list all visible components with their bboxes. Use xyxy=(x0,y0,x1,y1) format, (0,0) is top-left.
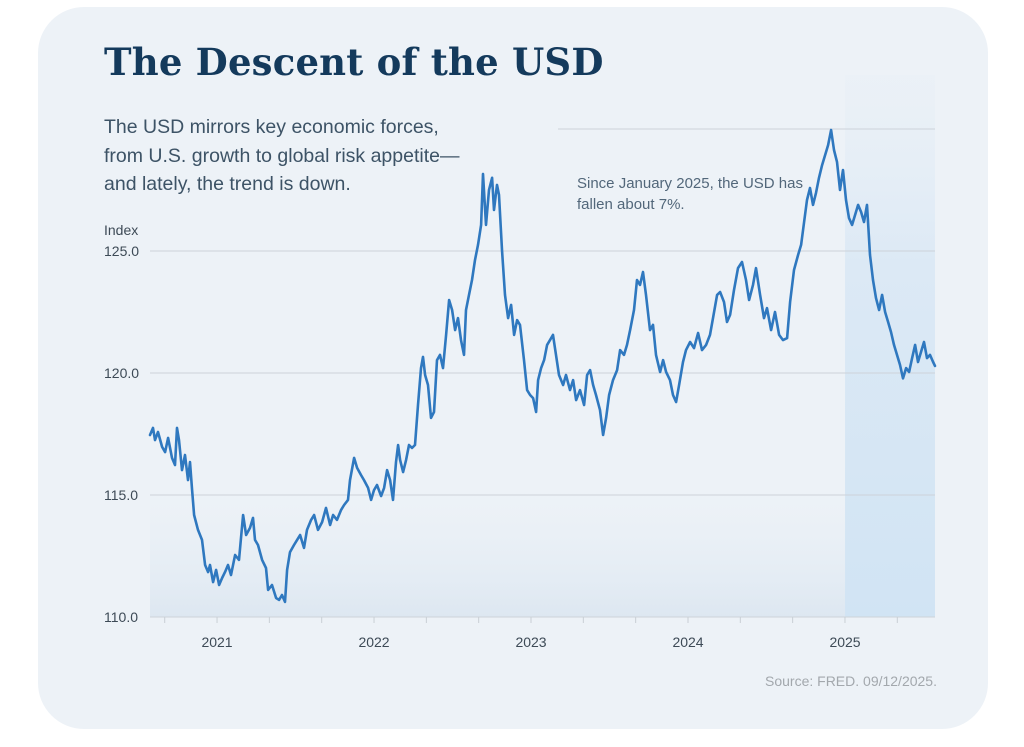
source-note: Source: FRED. 09/12/2025. xyxy=(765,673,937,689)
chart-subtitle: The USD mirrors key economic forces, fro… xyxy=(104,116,460,195)
x-tick-label: 2022 xyxy=(358,634,389,650)
y-axis-title: Index xyxy=(104,222,138,238)
x-tick-label: 2023 xyxy=(515,634,546,650)
y-tick-label: 115.0 xyxy=(104,487,138,503)
y-tick-label: 110.0 xyxy=(104,609,138,625)
x-tick-label: 2025 xyxy=(829,634,860,650)
y-tick-label: 120.0 xyxy=(104,365,139,381)
plot-background-fill xyxy=(150,487,935,617)
y-tick-label: 125.0 xyxy=(104,243,139,259)
chart-title: The Descent of the USD xyxy=(104,40,604,84)
series-line-usd-index xyxy=(148,128,937,604)
x-tick-label: 2024 xyxy=(672,634,703,650)
chart-annotation: Since January 2025, the USD has fallen a… xyxy=(577,175,803,213)
highlight-region-2025 xyxy=(845,75,935,617)
x-tick-label: 2021 xyxy=(201,634,232,650)
